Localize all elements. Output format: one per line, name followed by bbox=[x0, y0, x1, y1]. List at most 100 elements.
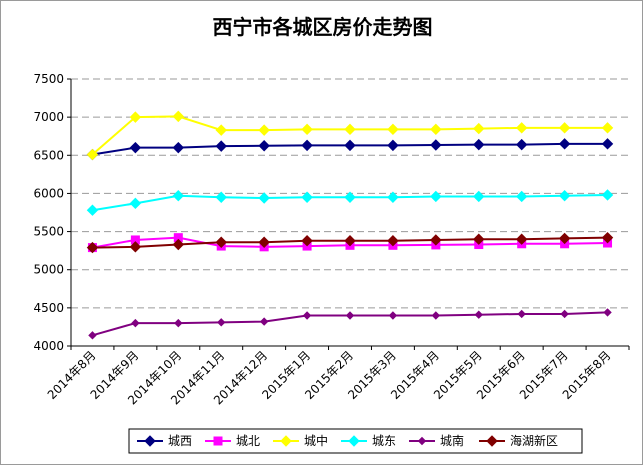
data-point bbox=[473, 233, 485, 245]
y-tick-label: 6500 bbox=[33, 148, 64, 162]
data-point bbox=[174, 318, 183, 328]
data-point bbox=[387, 123, 399, 136]
data-point bbox=[601, 231, 614, 244]
data-point bbox=[301, 123, 313, 136]
data-point bbox=[344, 139, 356, 152]
y-tick-label: 5500 bbox=[33, 225, 64, 239]
data-point bbox=[86, 241, 99, 254]
data-point bbox=[258, 124, 270, 136]
data-point bbox=[301, 235, 313, 247]
legend-item: 海湖新区 bbox=[479, 433, 558, 448]
data-point bbox=[474, 310, 483, 319]
data-point bbox=[217, 318, 226, 327]
y-tick-label: 4500 bbox=[33, 301, 64, 315]
gridlines bbox=[71, 78, 629, 309]
data-point bbox=[172, 110, 185, 123]
data-point bbox=[601, 122, 614, 134]
series-2 bbox=[86, 110, 614, 161]
data-point bbox=[515, 233, 528, 245]
data-point bbox=[88, 331, 97, 340]
legend-item: 城北 bbox=[205, 434, 260, 448]
data-point bbox=[215, 140, 227, 152]
legend-item: 城中 bbox=[273, 433, 328, 448]
legend-item: 城西 bbox=[137, 434, 192, 448]
data-point bbox=[473, 138, 485, 151]
data-point bbox=[280, 435, 292, 447]
data-point bbox=[387, 139, 399, 152]
data-point bbox=[86, 204, 99, 216]
data-point bbox=[387, 191, 399, 203]
data-point bbox=[301, 191, 313, 203]
data-point bbox=[430, 123, 442, 136]
series-3 bbox=[86, 189, 614, 216]
y-tick-label: 4000 bbox=[33, 339, 64, 353]
data-point bbox=[86, 148, 99, 161]
series-5 bbox=[86, 231, 614, 254]
data-point bbox=[473, 190, 485, 203]
data-point bbox=[558, 232, 571, 245]
data-point bbox=[431, 311, 441, 320]
data-point bbox=[344, 191, 356, 203]
data-point bbox=[517, 309, 526, 319]
data-point bbox=[601, 138, 614, 150]
data-point bbox=[515, 138, 528, 151]
legend-item: 城东 bbox=[341, 434, 396, 448]
data-point bbox=[558, 138, 571, 150]
data-point bbox=[258, 140, 270, 152]
data-point bbox=[344, 235, 356, 247]
data-point bbox=[259, 317, 269, 326]
y-tick-label: 6000 bbox=[33, 186, 64, 200]
data-point bbox=[430, 234, 442, 246]
data-point bbox=[172, 141, 185, 154]
legend-label: 城南 bbox=[440, 433, 464, 448]
data-point bbox=[473, 122, 485, 135]
data-point bbox=[603, 308, 612, 317]
data-point bbox=[131, 318, 140, 328]
data-point bbox=[558, 190, 571, 202]
data-point bbox=[172, 238, 185, 251]
legend-label: 城东 bbox=[372, 434, 396, 448]
data-point bbox=[215, 236, 227, 248]
legend-label: 海湖新区 bbox=[510, 433, 558, 448]
data-point bbox=[172, 190, 185, 202]
data-point bbox=[129, 111, 142, 123]
data-point bbox=[430, 139, 442, 151]
chart-title: 西宁市各城区房价走势图 bbox=[212, 15, 433, 39]
data-point bbox=[258, 192, 270, 204]
data-point bbox=[515, 190, 528, 203]
series-0 bbox=[86, 138, 614, 161]
data-point bbox=[258, 236, 270, 248]
y-tick-label: 7500 bbox=[33, 72, 64, 86]
data-point bbox=[417, 436, 427, 446]
legend: 城西 城北 城中 城东 城南 海湖新区 bbox=[128, 428, 583, 454]
y-tick-label: 7000 bbox=[33, 110, 64, 124]
data-point bbox=[601, 189, 614, 201]
legend-label: 城中 bbox=[304, 433, 328, 448]
data-point bbox=[301, 139, 313, 152]
data-point bbox=[302, 311, 312, 320]
y-tick-label: 5000 bbox=[33, 263, 64, 277]
data-point bbox=[348, 435, 360, 447]
data-point bbox=[215, 191, 227, 203]
data-point bbox=[129, 197, 142, 210]
data-point bbox=[486, 435, 498, 447]
data-point bbox=[388, 311, 398, 320]
data-point bbox=[387, 235, 399, 247]
data-point bbox=[430, 190, 442, 203]
data-point bbox=[213, 436, 223, 446]
data-point bbox=[215, 124, 227, 136]
legend-label: 城北 bbox=[236, 434, 260, 448]
series-4 bbox=[88, 308, 612, 340]
legend-label: 城西 bbox=[168, 434, 192, 448]
data-point bbox=[129, 141, 142, 154]
legend-item: 城南 bbox=[409, 433, 464, 448]
data-point bbox=[129, 241, 142, 253]
data-point bbox=[345, 311, 355, 320]
data-point bbox=[515, 122, 528, 134]
data-point bbox=[344, 123, 356, 136]
data-point bbox=[560, 309, 569, 319]
data-point bbox=[144, 435, 156, 447]
data-point bbox=[558, 122, 571, 134]
